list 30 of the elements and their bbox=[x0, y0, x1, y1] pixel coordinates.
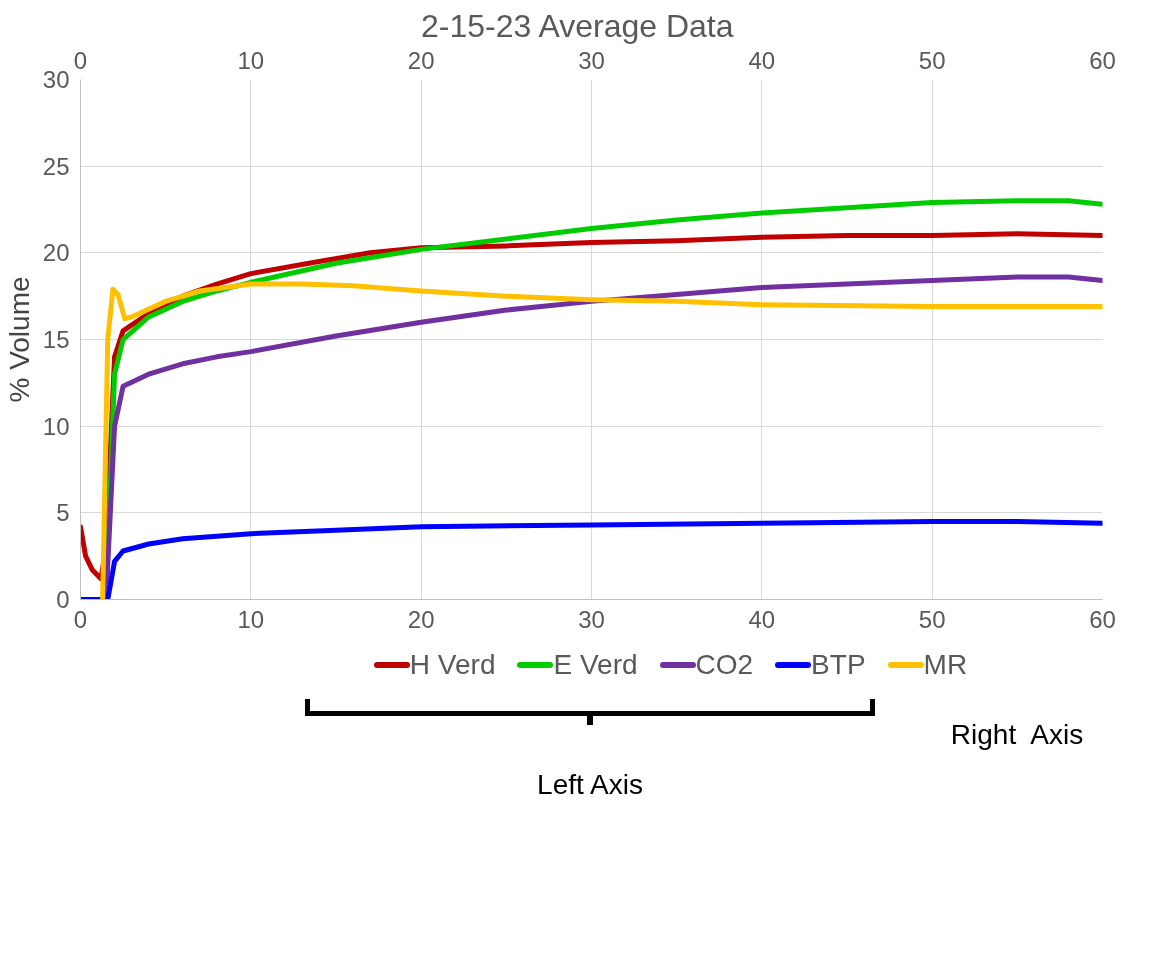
legend-label: H Verd bbox=[409, 648, 496, 682]
x2-tick-label: 40 bbox=[748, 46, 776, 74]
x2-tick-label: 0 bbox=[73, 46, 88, 74]
y-tick-label: 0 bbox=[56, 586, 70, 613]
x-tick-label: 60 bbox=[1089, 605, 1116, 633]
x2-tick-label: 20 bbox=[407, 46, 435, 74]
y-tick-label: 30 bbox=[42, 66, 70, 93]
chart-title: 2-15-23 Average Data bbox=[421, 7, 734, 44]
x-tick-label: 50 bbox=[918, 605, 946, 633]
x2-tick-label: 10 bbox=[237, 46, 265, 74]
legend-label: MR bbox=[923, 648, 968, 682]
x2-tick-label: 30 bbox=[578, 46, 605, 74]
y-tick-label: 5 bbox=[56, 499, 70, 527]
y-tick-label: 20 bbox=[42, 239, 70, 267]
legend-label: E Verd bbox=[553, 648, 638, 682]
y-tick-label: 25 bbox=[42, 152, 70, 180]
y-tick-label: 10 bbox=[42, 412, 70, 440]
x-tick-label: 20 bbox=[407, 605, 435, 633]
x2-tick-label: 50 bbox=[918, 46, 946, 74]
text: Left Axis bbox=[537, 768, 643, 802]
x-tick-label: 40 bbox=[748, 605, 776, 633]
x-tick-label: 10 bbox=[237, 605, 265, 633]
x-tick-label: 0 bbox=[73, 605, 88, 633]
x2-tick-label: 60 bbox=[1089, 46, 1116, 74]
y-tick-label: 15 bbox=[42, 326, 70, 353]
text: Right Axis bbox=[950, 718, 1084, 752]
x-tick-label: 30 bbox=[578, 605, 605, 633]
y-axis-title: % Volume bbox=[3, 276, 35, 403]
legend-label: CO2 bbox=[695, 648, 754, 682]
legend-label: BTP bbox=[811, 648, 866, 682]
